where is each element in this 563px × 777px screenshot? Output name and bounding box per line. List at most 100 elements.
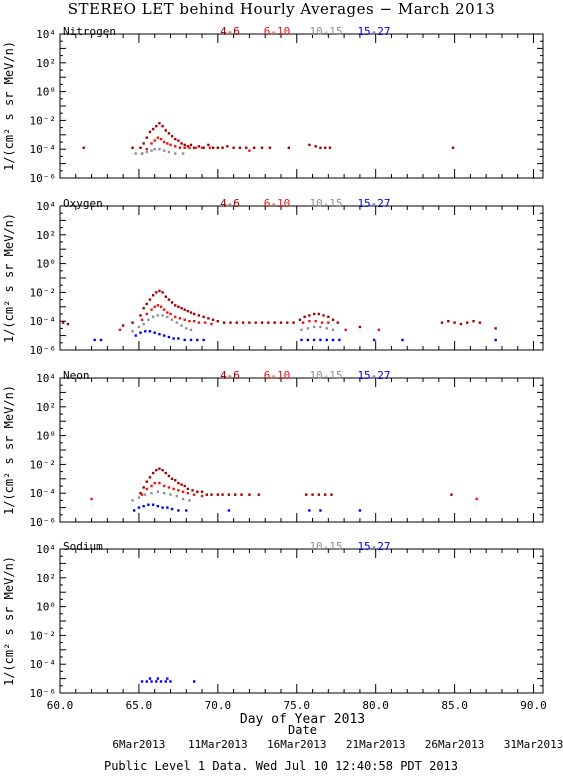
sodium-y-tick-label: 10⁻⁴ bbox=[30, 658, 57, 671]
neon-point-4-6 bbox=[240, 493, 243, 496]
oxygen-point-10-15 bbox=[185, 327, 188, 330]
nitrogen-point-10-15 bbox=[134, 152, 137, 155]
sodium-legend-10-15: 10-15 bbox=[309, 540, 342, 553]
neon-point-4-6 bbox=[170, 477, 174, 480]
neon-point-4-6 bbox=[323, 493, 327, 496]
oxygen-point-4-6 bbox=[331, 318, 335, 321]
sodium-y-tick-label: 10⁰ bbox=[36, 601, 56, 614]
sodium-y-tick-label: 10⁻² bbox=[30, 629, 57, 642]
oxygen-point-10-15 bbox=[161, 314, 164, 317]
sodium-y-tick-label: 10⁻⁶ bbox=[30, 687, 57, 700]
oxygen-legend-15-27: 15-27 bbox=[357, 197, 390, 210]
sodium-point-15-27 bbox=[156, 677, 160, 680]
oxygen-y-tick-label: 10² bbox=[36, 229, 56, 242]
oxygen-point-15-27 bbox=[312, 338, 316, 342]
oxygen-point-4-6 bbox=[66, 322, 70, 326]
sodium-point-15-27 bbox=[164, 680, 167, 683]
oxygen-point-4-6 bbox=[453, 321, 456, 324]
oxygen-point-15-27 bbox=[494, 338, 497, 342]
oxygen-point-4-6 bbox=[222, 321, 226, 324]
nitrogen-point-4-6 bbox=[192, 146, 196, 149]
neon-point-6-10 bbox=[90, 497, 93, 501]
oxygen-point-4-6 bbox=[151, 294, 155, 297]
oxygen-point-4-6 bbox=[211, 318, 215, 321]
neon-point-6-10 bbox=[475, 497, 478, 501]
oxygen-point-10-15 bbox=[166, 315, 169, 319]
nitrogen-y-tick-label: 10⁻⁴ bbox=[30, 143, 57, 156]
oxygen-point-4-6 bbox=[186, 309, 190, 313]
nitrogen-point-6-10 bbox=[153, 139, 156, 142]
neon-point-10-15 bbox=[131, 499, 134, 502]
oxygen-point-15-27 bbox=[331, 338, 335, 342]
oxygen-point-4-6 bbox=[207, 317, 210, 320]
neon-point-15-27 bbox=[137, 506, 141, 509]
x-tick-label: 90.0 bbox=[520, 699, 547, 712]
nitrogen-point-6-10 bbox=[183, 146, 186, 149]
nitrogen-point-4-6 bbox=[221, 146, 224, 149]
neon-point-15-27 bbox=[170, 507, 174, 511]
oxygen-point-4-6 bbox=[192, 312, 196, 316]
oxygen-point-6-10 bbox=[183, 318, 186, 321]
oxygen-point-4-6 bbox=[131, 321, 134, 324]
nitrogen-point-6-10 bbox=[159, 137, 163, 141]
oxygen-point-4-6 bbox=[317, 312, 321, 316]
nitrogen-point-4-6 bbox=[319, 146, 322, 149]
oxygen-point-15-27 bbox=[401, 338, 404, 342]
oxygen-point-15-27 bbox=[319, 338, 322, 342]
sodium-point-15-27 bbox=[140, 680, 144, 683]
nitrogen-point-6-10 bbox=[178, 146, 182, 149]
neon-point-6-10 bbox=[150, 484, 153, 488]
oxygen-point-4-6 bbox=[254, 321, 257, 324]
oxygen-point-10-15 bbox=[131, 330, 134, 333]
oxygen-y-tick-label: 10⁴ bbox=[36, 200, 56, 213]
nitrogen-point-4-6 bbox=[232, 146, 235, 149]
x-tick-label: 80.0 bbox=[362, 699, 389, 712]
nitrogen-point-4-6 bbox=[177, 139, 180, 142]
oxygen-point-6-10 bbox=[150, 308, 153, 311]
neon-point-4-6 bbox=[200, 490, 204, 493]
nitrogen-point-10-15 bbox=[167, 150, 171, 154]
oxygen-point-6-10 bbox=[197, 321, 201, 324]
nitrogen-point-4-6 bbox=[202, 146, 205, 149]
neon-point-6-10 bbox=[177, 489, 180, 492]
neon-point-6-10 bbox=[172, 487, 175, 491]
oxygen-point-6-10 bbox=[308, 320, 311, 323]
oxygen-point-4-6 bbox=[459, 322, 463, 326]
neon-point-10-15 bbox=[150, 492, 153, 495]
nitrogen-point-10-15 bbox=[140, 152, 144, 155]
oxygen-point-6-10 bbox=[301, 321, 305, 324]
neon-point-4-6 bbox=[174, 479, 177, 482]
neon-point-6-10 bbox=[158, 481, 161, 485]
sodium-point-15-27 bbox=[150, 680, 153, 683]
neon-legend-15-27: 15-27 bbox=[357, 369, 390, 382]
nitrogen-point-4-6 bbox=[451, 146, 455, 149]
oxygen-point-10-15 bbox=[300, 328, 303, 332]
oxygen-point-4-6 bbox=[197, 314, 201, 317]
nitrogen-point-4-6 bbox=[151, 127, 155, 131]
nitrogen-point-10-15 bbox=[158, 148, 161, 151]
oxygen-point-4-6 bbox=[308, 314, 311, 317]
neon-point-4-6 bbox=[183, 484, 186, 488]
nitrogen-y-axis-label: 1/(cm² s sr MeV/n) bbox=[2, 41, 16, 171]
neon-point-6-10 bbox=[153, 481, 156, 485]
oxygen-point-15-27 bbox=[372, 338, 376, 342]
oxygen-point-15-27 bbox=[134, 334, 137, 337]
neon-point-4-6 bbox=[221, 493, 224, 496]
nitrogen-point-4-6 bbox=[238, 146, 242, 149]
nitrogen-point-6-10 bbox=[150, 142, 153, 145]
nitrogen-point-4-6 bbox=[328, 146, 332, 149]
oxygen-legend-6-10: 6-10 bbox=[264, 197, 291, 210]
oxygen-point-6-10 bbox=[153, 305, 156, 308]
oxygen-point-15-27 bbox=[202, 338, 205, 342]
neon-point-6-10 bbox=[167, 486, 171, 489]
nitrogen-point-6-10 bbox=[208, 146, 212, 149]
nitrogen-point-10-15 bbox=[174, 152, 177, 155]
oxygen-point-15-27 bbox=[99, 338, 103, 342]
oxygen-point-15-27 bbox=[338, 338, 341, 342]
neon-point-6-10 bbox=[186, 492, 190, 495]
neon-point-15-27 bbox=[308, 509, 311, 512]
oxygen-point-10-15 bbox=[142, 322, 145, 326]
oxygen-point-15-27 bbox=[189, 338, 193, 342]
neon-point-4-6 bbox=[148, 476, 152, 479]
nitrogen-legend-6-10: 6-10 bbox=[264, 25, 291, 38]
